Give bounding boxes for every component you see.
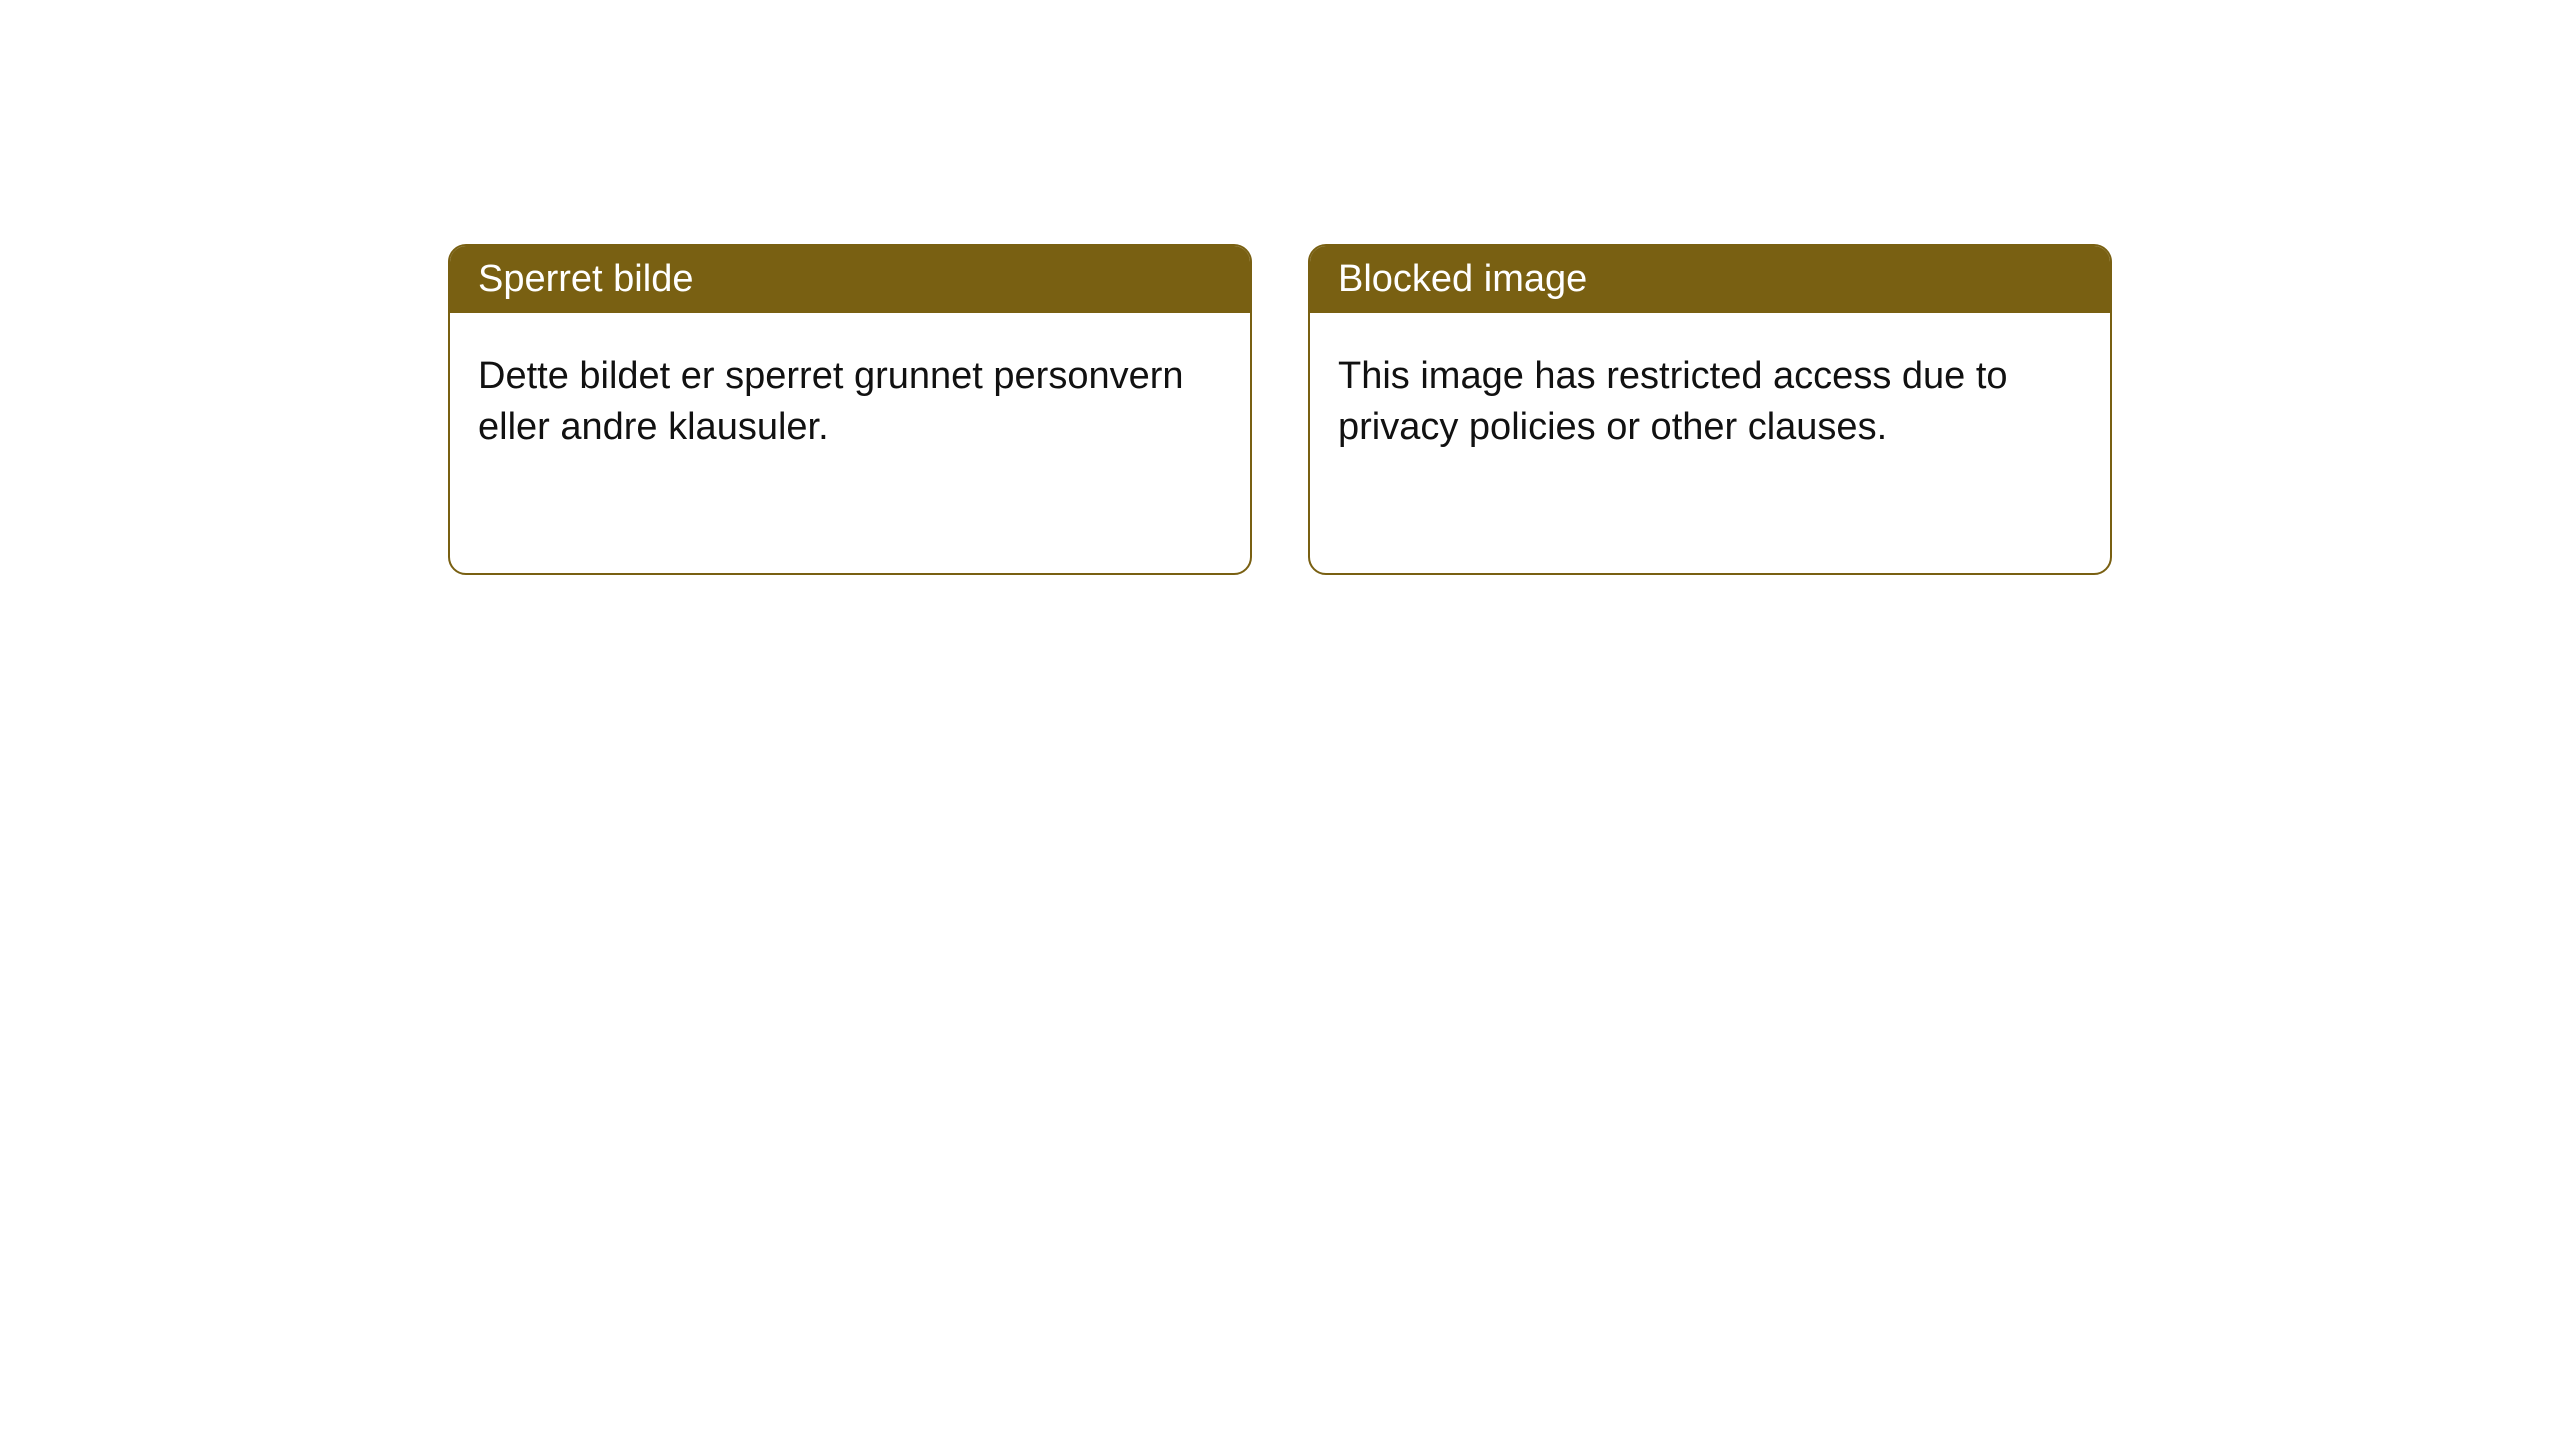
notice-message: Dette bildet er sperret grunnet personve… (478, 355, 1184, 448)
notice-container: Sperret bilde Dette bildet er sperret gr… (0, 0, 2560, 575)
notice-card-norwegian: Sperret bilde Dette bildet er sperret gr… (448, 244, 1252, 575)
notice-card-english: Blocked image This image has restricted … (1308, 244, 2112, 575)
notice-message: This image has restricted access due to … (1338, 355, 2008, 448)
notice-header: Blocked image (1310, 246, 2110, 313)
notice-body: This image has restricted access due to … (1310, 313, 2110, 573)
notice-title: Blocked image (1338, 258, 1587, 300)
notice-body: Dette bildet er sperret grunnet personve… (450, 313, 1250, 573)
notice-title: Sperret bilde (478, 258, 693, 300)
notice-header: Sperret bilde (450, 246, 1250, 313)
